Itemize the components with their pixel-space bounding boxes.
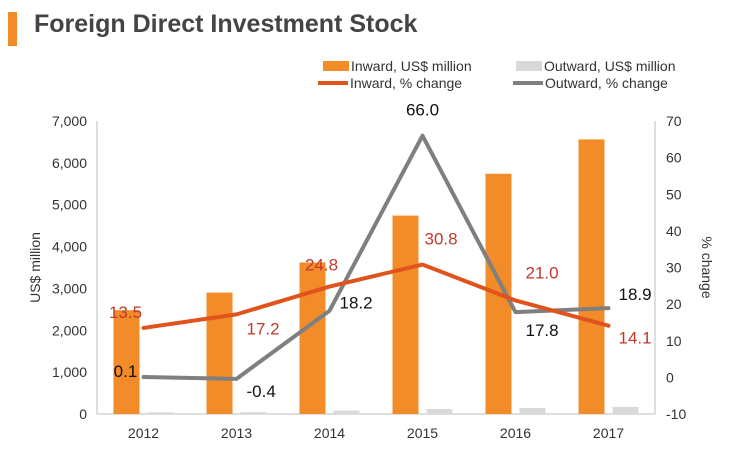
bar-outward bbox=[612, 406, 639, 414]
data-label-inward: 30.8 bbox=[425, 230, 458, 249]
y2-tick-label: -10 bbox=[666, 406, 686, 422]
y2-tick-label: 70 bbox=[666, 113, 682, 129]
bar-outward bbox=[333, 410, 360, 414]
data-label-inward: 24.8 bbox=[305, 256, 338, 275]
y-tick-label: 6,000 bbox=[52, 155, 87, 171]
title-accent-bar bbox=[8, 12, 17, 46]
data-label-outward: -0.4 bbox=[247, 382, 276, 401]
bar-inward bbox=[206, 292, 233, 414]
x-tick-label: 2014 bbox=[314, 425, 345, 441]
bar-outward bbox=[426, 408, 453, 414]
x-tick-label: 2017 bbox=[593, 425, 624, 441]
y2-tick-label: 50 bbox=[666, 186, 682, 202]
y2-tick-label: 0 bbox=[666, 369, 674, 385]
y-tick-label: 2,000 bbox=[52, 322, 87, 338]
data-label-inward: 17.2 bbox=[247, 319, 280, 338]
y2-tick-label: 30 bbox=[666, 260, 682, 276]
bar-inward bbox=[392, 215, 419, 414]
chart-title: Foreign Direct Investment Stock bbox=[34, 10, 418, 38]
bar-outward bbox=[240, 412, 267, 414]
y2-tick-label: 10 bbox=[666, 333, 682, 349]
y2-tick-label: 20 bbox=[666, 296, 682, 312]
y-tick-label: 5,000 bbox=[52, 197, 87, 213]
data-label-inward: 14.1 bbox=[619, 329, 652, 348]
y-tick-label: 1,000 bbox=[52, 364, 87, 380]
y-tick-label: 3,000 bbox=[52, 280, 87, 296]
data-label-outward: 18.9 bbox=[619, 285, 652, 304]
y-tick-label: 4,000 bbox=[52, 239, 87, 255]
line-outward-change bbox=[141, 133, 611, 381]
bar-outward bbox=[147, 412, 174, 414]
x-tick-label: 2012 bbox=[128, 425, 159, 441]
y2-axis-title: % change bbox=[699, 236, 715, 298]
data-label-outward: 0.1 bbox=[114, 362, 138, 381]
y2-tick-label: 40 bbox=[666, 223, 682, 239]
legend-outward-line-label: Outward, % change bbox=[545, 75, 668, 91]
data-label-outward: 17.8 bbox=[526, 321, 559, 340]
legend-outward-bar-swatch bbox=[516, 61, 542, 71]
bar-outward bbox=[519, 407, 546, 414]
x-tick-label: 2015 bbox=[407, 425, 438, 441]
bar-inward bbox=[299, 262, 326, 414]
data-label-outward: 18.2 bbox=[340, 294, 373, 313]
bar-inward bbox=[113, 310, 140, 414]
y-axis-title: US$ million bbox=[27, 232, 43, 303]
y-tick-label: 0 bbox=[79, 406, 87, 422]
legend-inward-bar-label: Inward, US$ million bbox=[351, 58, 472, 74]
legend-outward-bar-label: Outward, US$ million bbox=[544, 58, 676, 74]
bar-inward bbox=[578, 139, 605, 414]
data-label-outward: 66.0 bbox=[406, 101, 439, 120]
data-label-inward: 13.5 bbox=[109, 303, 142, 322]
y2-tick-label: 60 bbox=[666, 150, 682, 166]
legend-inward-bar-swatch bbox=[323, 61, 349, 71]
x-tick-label: 2013 bbox=[221, 425, 252, 441]
x-tick-label: 2016 bbox=[500, 425, 531, 441]
y-tick-label: 7,000 bbox=[52, 113, 87, 129]
line-inward-change bbox=[141, 262, 611, 330]
data-label-inward: 21.0 bbox=[526, 263, 559, 282]
legend-inward-line-label: Inward, % change bbox=[350, 75, 462, 91]
